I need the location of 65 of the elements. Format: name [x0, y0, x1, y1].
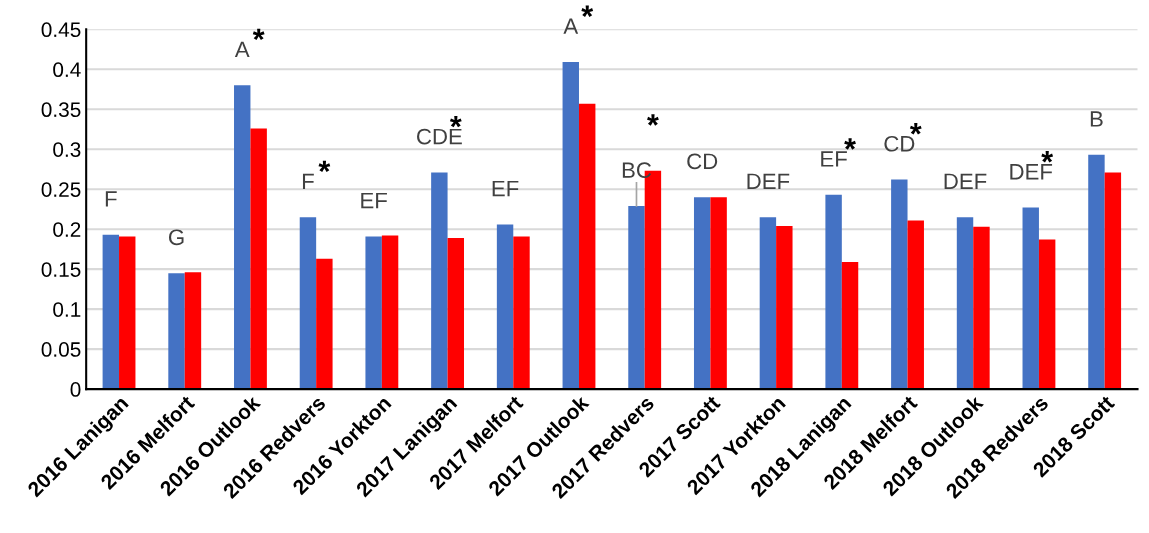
- annotation: CD: [687, 153, 718, 170]
- annotation: B: [1090, 111, 1103, 127]
- bar: [776, 225, 793, 390]
- bar: [316, 258, 333, 390]
- y-tick-label: 0.2: [53, 222, 81, 237]
- bar: [1022, 207, 1039, 390]
- y-tick-label: 0.15: [41, 262, 81, 277]
- annotation: EF: [821, 151, 847, 167]
- bar: [759, 217, 777, 390]
- bar: [513, 236, 530, 390]
- bar: [184, 272, 202, 390]
- bar: [299, 217, 317, 390]
- bar: [693, 197, 711, 390]
- annotation: *: [449, 115, 462, 128]
- annotation: BC: [622, 162, 652, 178]
- annotation: A: [563, 18, 579, 34]
- annotation: CD: [884, 135, 915, 152]
- bar: [907, 220, 924, 390]
- annotation: G: [169, 229, 184, 246]
- bar: [234, 85, 251, 390]
- bar: [447, 237, 464, 390]
- bar: [1038, 239, 1056, 390]
- y-tick-label: 0.4: [53, 62, 81, 78]
- bar: [578, 103, 596, 390]
- y-tick-label: 0.3: [53, 142, 81, 157]
- annotation: DEF: [1010, 164, 1053, 180]
- bar: [496, 224, 514, 390]
- y-tick-label: 0.45: [41, 22, 81, 38]
- annotation: A: [234, 41, 250, 58]
- bar: [102, 234, 120, 390]
- bar: [841, 261, 859, 390]
- y-tick-label: 0.05: [41, 342, 81, 357]
- bar: [431, 172, 448, 390]
- y-tick-label: 0.35: [41, 102, 81, 118]
- bar: [365, 236, 382, 390]
- annotation: *: [1041, 151, 1054, 163]
- bar: [825, 194, 842, 390]
- annotation: *: [909, 123, 922, 135]
- annotation: *: [252, 28, 265, 41]
- annotation: DEF: [747, 173, 790, 189]
- annotation: *: [318, 160, 331, 173]
- bar: [710, 197, 727, 390]
- bar: [973, 226, 990, 390]
- annotation: F: [105, 191, 117, 207]
- annotation: EF: [492, 180, 519, 197]
- bar: [956, 217, 974, 390]
- annotation: *: [581, 5, 594, 17]
- annotation: CDE: [417, 128, 462, 145]
- bar: [168, 273, 185, 390]
- bar: [1104, 172, 1122, 390]
- bar: [250, 128, 267, 390]
- bar: [1088, 154, 1105, 390]
- y-tick-label: 0.1: [53, 302, 81, 317]
- annotation: *: [844, 138, 856, 150]
- annotation: EF: [361, 192, 387, 209]
- bar: [628, 206, 645, 390]
- annotation: DEF: [944, 173, 987, 189]
- bar: [381, 235, 399, 390]
- annotation: *: [647, 114, 659, 126]
- bar: [562, 62, 579, 390]
- bar: [891, 179, 908, 390]
- y-tick-label: 0.25: [41, 182, 81, 197]
- y-tick-label: 0: [70, 382, 81, 397]
- bar: [119, 236, 136, 390]
- annotation: F: [302, 173, 314, 189]
